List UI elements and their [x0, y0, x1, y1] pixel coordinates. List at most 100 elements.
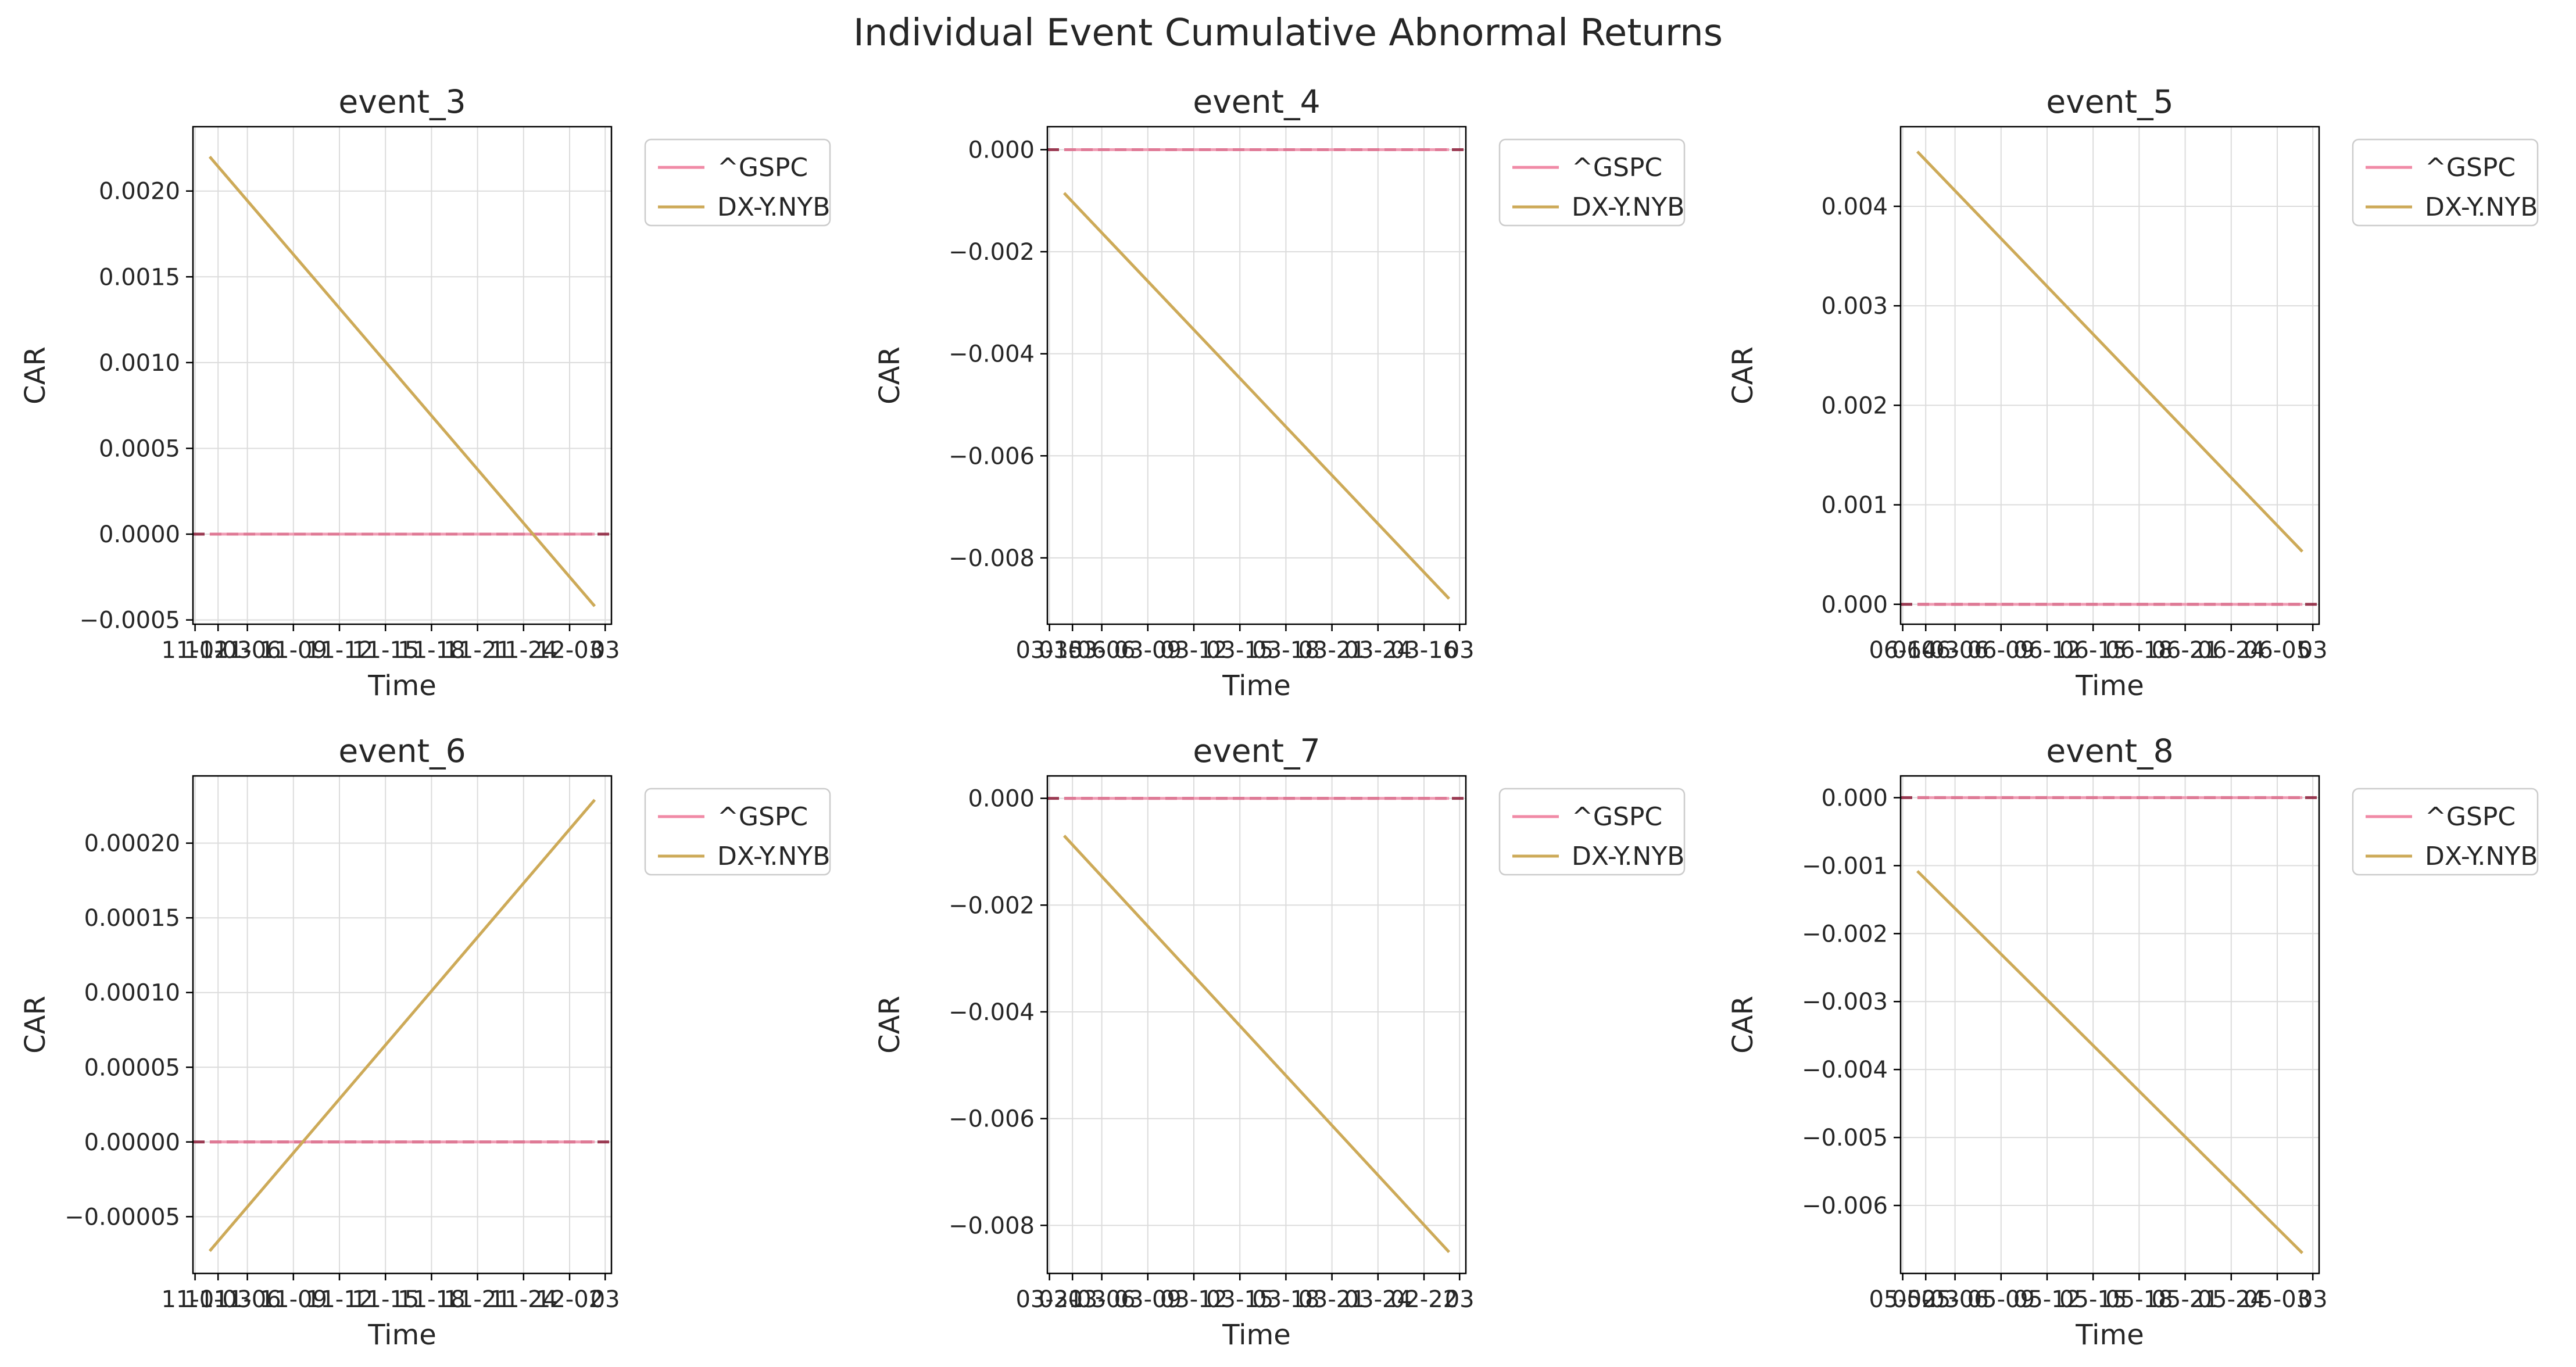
- x-tick-label: 03-06: [1039, 637, 1106, 664]
- legend: ^GSPC DX-Y.NYB: [2352, 138, 2539, 227]
- x-axis-label: Time: [367, 1319, 436, 1351]
- y-tick-label: 0.000: [1821, 785, 1888, 811]
- x-tick-label: 03: [1445, 637, 1475, 664]
- y-axis-label: CAR: [19, 996, 52, 1054]
- legend-label: DX-Y.NYB: [1572, 192, 1684, 222]
- subplot-event-5: 0.004 0.003 0.002 0.001 0.000 06-1406-0306-06…: [1727, 83, 2539, 702]
- x-axis-label: Time: [2075, 670, 2144, 702]
- x-axis-label: Time: [2075, 1319, 2144, 1351]
- y-tick-label: −0.0005: [80, 607, 180, 634]
- series-line-dxy: [1062, 835, 1451, 1253]
- series-line-dxy: [208, 156, 596, 607]
- x-tick-label: 03-15: [1206, 637, 1273, 664]
- axes-frame: [1899, 775, 2320, 1275]
- y-tick-label: −0.001: [1802, 853, 1888, 879]
- y-tick-label: 0.00005: [84, 1054, 180, 1081]
- x-tick-label: 06-12: [2013, 637, 2081, 664]
- x-tick-label: 03-09: [1114, 1286, 1182, 1313]
- x-tick-label: 05-02: [1869, 1286, 1936, 1313]
- y-tick-label: −0.006: [949, 1106, 1035, 1133]
- subplot-title: event_5: [2046, 83, 2173, 120]
- x-tick-label: 06-05: [2244, 637, 2311, 664]
- x-tick-label: 03-03: [1039, 1286, 1106, 1313]
- series-line-dxy: [1062, 192, 1451, 600]
- x-tick-label: 11-18: [398, 1286, 465, 1313]
- x-tick-label: 05-12: [2013, 1286, 2081, 1313]
- x-tick-label: 03-15: [1206, 1286, 1273, 1313]
- subplot-title: event_6: [338, 732, 466, 770]
- x-tick-label: 06-09: [1967, 637, 2035, 664]
- x-tick-label: 03: [591, 637, 620, 664]
- legend-box: [1498, 788, 1686, 876]
- legend-label: DX-Y.NYB: [2425, 192, 2538, 222]
- x-tick-label: 06-24: [2198, 637, 2265, 664]
- y-tick-label: −0.004: [949, 341, 1035, 368]
- x-tick-label: 11-06: [213, 637, 281, 664]
- x-tick-label: 06-18: [2105, 637, 2173, 664]
- x-tick-label: 11-02: [161, 637, 228, 664]
- axes-frame: [1899, 126, 2320, 625]
- x-tick-label: 05-18: [2105, 1286, 2173, 1313]
- x-tick-label: 03-21: [1015, 1286, 1083, 1313]
- subplot-title: event_7: [1193, 732, 1320, 770]
- x-tick-label: 03-09: [1114, 637, 1182, 664]
- x-tick-label: 05-03: [1892, 1286, 1959, 1313]
- x-tick-label: 03-06: [1068, 1286, 1135, 1313]
- y-tick-label: −0.004: [949, 999, 1035, 1026]
- legend-label: DX-Y.NYB: [717, 192, 830, 222]
- legend-label: ^GSPC: [1572, 153, 1662, 182]
- y-tick-label: −0.008: [949, 545, 1035, 572]
- legend-label: ^GSPC: [717, 802, 808, 832]
- x-tick-label: 03-16: [1390, 637, 1458, 664]
- x-tick-label: 03-21: [1298, 1286, 1365, 1313]
- subplot-title: event_3: [338, 83, 466, 120]
- y-tick-label: 0.0010: [99, 350, 180, 377]
- series-line-dxy: [208, 799, 596, 1253]
- legend-label: ^GSPC: [1572, 802, 1662, 832]
- y-axis-label: CAR: [19, 346, 52, 405]
- legend-label: ^GSPC: [2425, 802, 2516, 832]
- x-tick-label: 11-01: [161, 1286, 228, 1313]
- x-tick-label: 05-21: [2151, 1286, 2219, 1313]
- legend: ^GSPC DX-Y.NYB: [1498, 138, 1686, 227]
- y-tick-label: 0.0005: [99, 435, 180, 462]
- x-tick-label: 03-12: [1160, 1286, 1228, 1313]
- x-tick-label: 11-15: [352, 1286, 419, 1313]
- y-tick-label: −0.006: [1802, 1193, 1888, 1219]
- x-tick-label: 03-06: [1068, 637, 1135, 664]
- legend-box: [644, 788, 831, 876]
- y-tick-label: 0.0000: [99, 521, 180, 548]
- y-tick-label: 0.00015: [84, 905, 180, 932]
- x-tick-label: 05-06: [1921, 1286, 1988, 1313]
- legend-box: [2352, 788, 2539, 876]
- x-tick-label: 03-24: [1344, 637, 1412, 664]
- x-tick-label: 11-09: [260, 1286, 327, 1313]
- legend: ^GSPC DX-Y.NYB: [644, 788, 831, 876]
- y-tick-label: 0.000: [968, 786, 1035, 813]
- x-tick-label: 05-15: [2059, 1286, 2127, 1313]
- legend-label: DX-Y.NYB: [1572, 842, 1684, 871]
- axes-frame: [192, 126, 613, 625]
- x-tick-label: 11-15: [352, 637, 419, 664]
- y-axis-label: CAR: [1727, 346, 1759, 405]
- legend-label: DX-Y.NYB: [2425, 842, 2538, 871]
- x-tick-label: 06-14: [1869, 637, 1936, 664]
- subplot-title: event_8: [2046, 732, 2173, 770]
- legend: ^GSPC DX-Y.NYB: [644, 138, 831, 227]
- legend-label: ^GSPC: [2425, 153, 2516, 182]
- legend-box: [2352, 138, 2539, 227]
- subplot-grid: 0.00200.00150.00100.00050.0000−0.000511-…: [19, 83, 2539, 1351]
- y-tick-label: −0.005: [1802, 1125, 1888, 1151]
- y-tick-label: −0.00005: [65, 1204, 180, 1230]
- x-tick-label: 11-18: [398, 637, 465, 664]
- x-tick-label: 05-24: [2198, 1286, 2265, 1313]
- x-tick-label: 12-03: [536, 637, 603, 664]
- legend: ^GSPC DX-Y.NYB: [2352, 788, 2539, 876]
- y-tick-label: −0.002: [949, 892, 1035, 919]
- x-tick-label: 11-06: [213, 1286, 281, 1313]
- x-tick-label: 03: [1445, 1286, 1475, 1313]
- x-tick-label: 11-09: [260, 637, 327, 664]
- x-tick-label: 11-03: [184, 1286, 252, 1313]
- y-tick-label: 0.00010: [84, 980, 180, 1007]
